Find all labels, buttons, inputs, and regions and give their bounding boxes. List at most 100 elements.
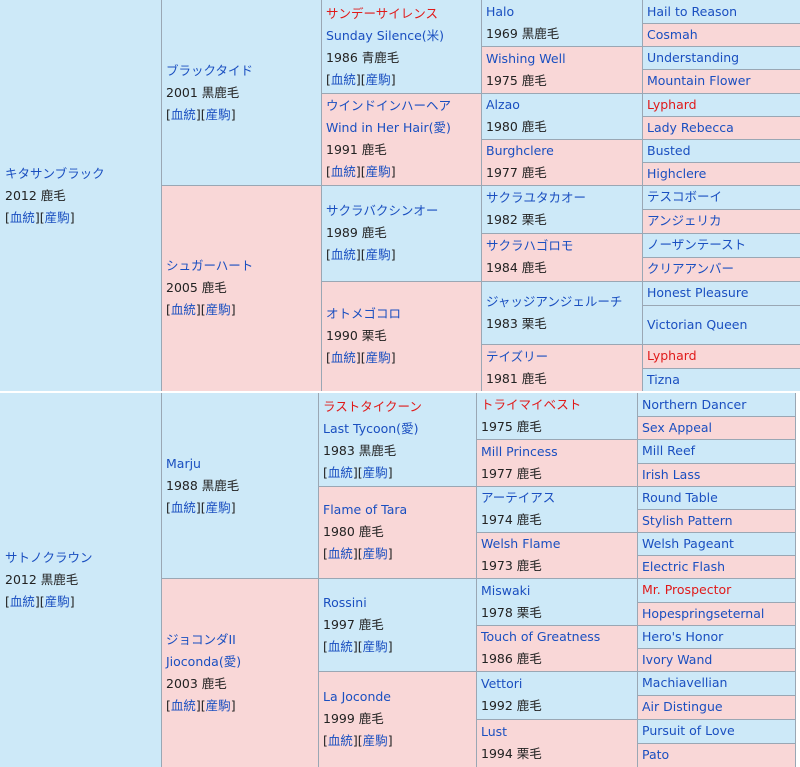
- gen4-name-link[interactable]: Highclere: [647, 165, 707, 181]
- gen4-name-link[interactable]: アンジェリカ: [647, 213, 722, 228]
- gen4-name-link[interactable]: Honest Pleasure: [647, 285, 749, 300]
- dam-name2-link[interactable]: Jioconda(愛): [166, 653, 242, 669]
- grandsire-name-link[interactable]: サンデーサイレンス: [326, 5, 439, 21]
- gen3-name-link[interactable]: Wishing Well: [486, 50, 566, 66]
- gen4-name-link[interactable]: Understanding: [647, 49, 740, 65]
- bloodline-link[interactable]: 血統: [327, 638, 353, 654]
- gen4-name-link[interactable]: Machiavellian: [642, 675, 728, 690]
- gen3-name-link[interactable]: Touch of Greatness: [481, 629, 601, 644]
- granddam-name2-link[interactable]: Wind in Her Hair(愛): [326, 120, 451, 135]
- granddam-name-link[interactable]: ウインドインハーヘア: [326, 98, 452, 113]
- gen4-name-link[interactable]: Hopespringseternal: [642, 605, 765, 621]
- bloodline-link[interactable]: 血統: [170, 697, 196, 713]
- gen4-name-link[interactable]: ノーザンテースト: [647, 237, 747, 252]
- sire-name-link[interactable]: ブラックタイド: [166, 62, 254, 78]
- gen3-name-link[interactable]: Miswaki: [481, 582, 531, 598]
- gen3-name-link[interactable]: Vettori: [481, 676, 523, 691]
- bloodline-link[interactable]: 血統: [170, 106, 196, 122]
- gen3-name-link[interactable]: サクラハゴロモ: [486, 238, 574, 253]
- bloodline-link[interactable]: 血統: [330, 350, 356, 365]
- gen4-name-link[interactable]: Lady Rebecca: [647, 119, 734, 135]
- bloodline-link[interactable]: 血統: [9, 209, 35, 225]
- offspring-link[interactable]: 産駒: [205, 697, 231, 713]
- gen4-name-link[interactable]: Pursuit of Love: [642, 723, 735, 738]
- gen3-name-link[interactable]: Halo: [486, 4, 515, 19]
- offspring-link[interactable]: 産駒: [44, 209, 70, 225]
- bloodline-link[interactable]: 血統: [327, 464, 353, 480]
- gen4-name-link[interactable]: Hail to Reason: [647, 3, 738, 19]
- gen3-cell: アーテイアス 1974 鹿毛: [476, 486, 637, 532]
- damdam-name-link[interactable]: La Joconde: [323, 689, 391, 704]
- gen3-name-link[interactable]: トライマイベスト: [481, 397, 582, 412]
- offspring-link[interactable]: 産駒: [362, 464, 388, 480]
- gen3-name-link[interactable]: Mill Princess: [481, 443, 558, 459]
- gen3-name-link[interactable]: Alzao: [486, 97, 520, 112]
- gen3-name-link[interactable]: サクラユタカオー: [486, 190, 587, 205]
- damsire-name-link[interactable]: サクラバクシンオー: [326, 203, 439, 218]
- damsire-name-link[interactable]: Rossini: [323, 594, 367, 610]
- gen4-name-link[interactable]: Air Distingue: [642, 699, 723, 714]
- gen4-name-link[interactable]: Northern Dancer: [642, 396, 747, 412]
- gen4-name-link[interactable]: Mountain Flower: [647, 73, 751, 88]
- damdam-name-link[interactable]: オトメゴコロ: [326, 306, 402, 321]
- offspring-link[interactable]: 産駒: [365, 71, 391, 87]
- gen4-name-link[interactable]: Tizna: [647, 371, 680, 387]
- bloodline-link[interactable]: 血統: [170, 499, 196, 515]
- grandsire-name-link[interactable]: ラストタイクーン: [323, 398, 422, 414]
- dam-name-link[interactable]: ジョコンダII: [166, 631, 236, 647]
- gen3-name-link[interactable]: アーテイアス: [481, 490, 556, 505]
- gen4-cell: Understanding: [642, 46, 800, 69]
- gen4-name-link[interactable]: Pato: [642, 747, 670, 762]
- grandsire-name2-link[interactable]: Sunday Silence(米): [326, 27, 445, 43]
- gen4-name-link[interactable]: Round Table: [642, 489, 718, 505]
- bloodline-link[interactable]: 血統: [170, 302, 196, 317]
- bloodline-link[interactable]: 血統: [330, 71, 356, 87]
- horse-name-link[interactable]: キタサンブラック: [5, 165, 105, 181]
- gen3-name-link[interactable]: Lust: [481, 724, 508, 739]
- offspring-link[interactable]: 産駒: [365, 247, 391, 262]
- dam-name-link[interactable]: シュガーハート: [166, 258, 254, 273]
- bloodline-link[interactable]: 血統: [327, 733, 353, 748]
- granddam-info: 1980 鹿毛: [323, 524, 384, 539]
- sire-cell: Marju 1988 黒鹿毛 [血統][産駒]: [161, 393, 318, 578]
- gen4-name-link[interactable]: Lyphard: [647, 348, 697, 363]
- gen4-name-link[interactable]: Welsh Pageant: [642, 535, 734, 551]
- gen4-name-link[interactable]: Mill Reef: [642, 443, 696, 458]
- gen3-name-link[interactable]: Welsh Flame: [481, 536, 561, 551]
- sire-name-link[interactable]: Marju: [166, 455, 201, 471]
- gen4-name-link[interactable]: Lyphard: [647, 96, 697, 112]
- gen4-name-link[interactable]: クリアアンバー: [647, 261, 735, 276]
- gen4-name-link[interactable]: Busted: [647, 142, 691, 158]
- offspring-link[interactable]: 産駒: [362, 638, 388, 654]
- offspring-link[interactable]: 産駒: [205, 106, 231, 122]
- gen4-name-link[interactable]: Electric Flash: [642, 558, 726, 574]
- gen3-name-link[interactable]: Burghclere: [486, 143, 554, 158]
- gen4-name-link[interactable]: Ivory Wand: [642, 651, 713, 667]
- horse-name-link[interactable]: サトノクラウン: [5, 550, 93, 565]
- bloodline-link[interactable]: 血統: [330, 164, 356, 179]
- gen4-name-link[interactable]: Sex Appeal: [642, 419, 713, 435]
- offspring-link[interactable]: 産駒: [365, 164, 391, 179]
- bloodline-link[interactable]: 血統: [330, 247, 356, 262]
- gen4-name-link[interactable]: Victorian Queen: [647, 316, 748, 332]
- offspring-link[interactable]: 産駒: [44, 594, 70, 609]
- gen4-name-link[interactable]: テスコボーイ: [647, 189, 723, 204]
- granddam-name-link[interactable]: Flame of Tara: [323, 502, 408, 517]
- gen4-name-link[interactable]: Cosmah: [647, 26, 698, 42]
- offspring-link[interactable]: 産駒: [362, 733, 388, 748]
- gen3-name-link[interactable]: テイズリー: [486, 348, 549, 364]
- gen4-name-link[interactable]: Irish Lass: [642, 466, 701, 482]
- gen4-name-link[interactable]: Stylish Pattern: [642, 512, 733, 528]
- gen4-name-link[interactable]: Mr. Prospector: [642, 582, 732, 597]
- bloodline-link[interactable]: 血統: [9, 594, 35, 609]
- grandsire-name2-link[interactable]: Last Tycoon(愛): [323, 420, 419, 436]
- offspring-link[interactable]: 産駒: [362, 546, 388, 561]
- gen4-cell: テスコボーイ: [642, 185, 800, 209]
- offspring-link[interactable]: 産駒: [365, 350, 391, 365]
- gen4-cell: Pursuit of Love: [637, 719, 795, 743]
- offspring-link[interactable]: 産駒: [205, 499, 231, 515]
- bloodline-link[interactable]: 血統: [327, 546, 353, 561]
- gen4-name-link[interactable]: Hero's Honor: [642, 628, 724, 644]
- offspring-link[interactable]: 産駒: [205, 302, 231, 317]
- gen3-name-link[interactable]: ジャッジアンジェルーチ: [486, 293, 623, 309]
